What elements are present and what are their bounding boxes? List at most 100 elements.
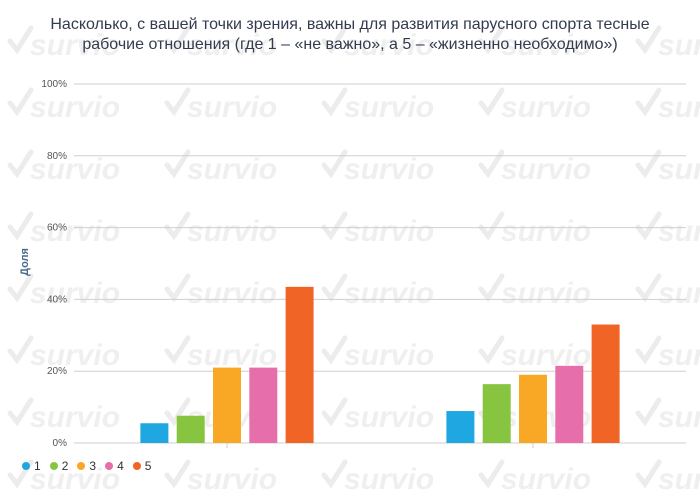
svg-text:survio: survio: [344, 339, 434, 372]
legend-label: 2: [61, 459, 69, 473]
svg-text:survio: survio: [30, 215, 120, 248]
watermark-mark: survio: [7, 87, 120, 124]
watermark-mark: survio: [321, 273, 434, 310]
svg-text:survio: survio: [501, 91, 591, 124]
watermark-mark: survio: [635, 459, 700, 496]
bar[interactable]: [140, 423, 169, 443]
svg-text:survio: survio: [30, 339, 120, 372]
svg-text:survio: survio: [501, 29, 591, 62]
bar[interactable]: [249, 367, 278, 443]
svg-text:survio: survio: [658, 339, 700, 372]
svg-text:survio: survio: [187, 91, 277, 124]
legend-marker: [22, 462, 30, 470]
watermark-mark: survio: [7, 273, 120, 310]
svg-text:survio: survio: [30, 153, 120, 186]
watermark-mark: survio: [164, 87, 277, 124]
legend-item[interactable]: 4: [105, 459, 124, 473]
y-tick-label: 40%: [47, 294, 67, 305]
watermark-mark: survio: [635, 149, 700, 186]
svg-text:survio: survio: [658, 401, 700, 434]
svg-text:survio: survio: [30, 463, 120, 496]
legend-marker: [105, 462, 114, 470]
svg-text:survio: survio: [658, 29, 700, 62]
svg-text:survio: survio: [187, 215, 277, 248]
svg-text:survio: survio: [187, 339, 277, 372]
legend-label: 4: [117, 459, 124, 473]
bar[interactable]: [213, 367, 241, 443]
bar[interactable]: [176, 415, 205, 443]
watermark-mark: survio: [164, 211, 277, 248]
legend-label: 3: [89, 459, 97, 473]
svg-text:survio: survio: [501, 463, 591, 496]
svg-text:survio: survio: [187, 277, 277, 310]
watermark-mark: survio: [478, 25, 591, 62]
watermark-mark: survio: [478, 211, 591, 248]
watermark-mark: survio: [7, 335, 120, 372]
watermark-mark: survio: [635, 273, 700, 310]
svg-text:survio: survio: [187, 29, 277, 62]
svg-text:survio: survio: [658, 153, 700, 186]
watermark-mark: survio: [321, 87, 434, 124]
watermark-mark: survio: [478, 149, 591, 186]
watermark-mark: survio: [164, 335, 277, 372]
bar[interactable]: [519, 374, 547, 443]
svg-text:survio: survio: [658, 277, 700, 310]
svg-text:survio: survio: [187, 463, 277, 496]
legend-item[interactable]: 1: [22, 459, 41, 473]
watermark-mark: survio: [635, 211, 700, 248]
watermark-mark: survio: [164, 273, 277, 310]
legend: 1 2 3 4 5: [22, 459, 151, 473]
legend-marker: [49, 462, 58, 470]
svg-text:survio: survio: [501, 153, 591, 186]
svg-text:survio: survio: [658, 91, 700, 124]
watermark-mark: survio: [321, 335, 434, 372]
watermark-mark: survio: [7, 149, 120, 186]
bar[interactable]: [591, 324, 620, 443]
svg-text:survio: survio: [30, 91, 120, 124]
watermark-mark: survio: [164, 149, 277, 186]
y-tick-label: 80%: [47, 151, 67, 162]
legend-label: 5: [144, 459, 152, 473]
svg-text:survio: survio: [501, 277, 591, 310]
watermark-mark: survio: [635, 335, 700, 372]
watermark-mark: survio: [635, 397, 700, 434]
bar[interactable]: [482, 384, 511, 443]
svg-text:survio: survio: [30, 401, 120, 434]
y-tick-label: 100%: [41, 79, 67, 90]
bar[interactable]: [285, 286, 314, 443]
watermark-mark: survio: [164, 25, 277, 62]
legend-item[interactable]: 2: [49, 459, 69, 473]
y-tick-label: 0%: [53, 438, 68, 449]
watermark-mark: survio: [478, 273, 591, 310]
svg-text:survio: survio: [501, 215, 591, 248]
watermark-mark: survio: [321, 397, 434, 434]
watermark-mark: survio: [7, 211, 120, 248]
watermark-mark: survio: [7, 397, 120, 434]
svg-text:survio: survio: [344, 91, 434, 124]
watermark-mark: survio: [321, 25, 434, 62]
svg-text:survio: survio: [30, 277, 120, 310]
svg-text:survio: survio: [658, 215, 700, 248]
svg-text:survio: survio: [344, 29, 434, 62]
svg-text:survio: survio: [344, 463, 434, 496]
watermark-mark: survio: [7, 25, 120, 62]
y-axis-label: Доля: [19, 248, 31, 276]
svg-text:survio: survio: [30, 29, 120, 62]
watermark-mark: survio: [478, 87, 591, 124]
watermark-mark: survio: [164, 459, 277, 496]
y-tick-label: 60%: [47, 223, 67, 234]
svg-text:survio: survio: [344, 401, 434, 434]
svg-text:survio: survio: [344, 215, 434, 248]
legend-marker: [77, 462, 86, 470]
watermark-mark: survio: [478, 459, 591, 496]
svg-text:survio: survio: [344, 153, 434, 186]
watermark-mark: survio: [321, 211, 434, 248]
bar[interactable]: [446, 411, 475, 443]
legend-label: 1: [34, 459, 41, 473]
bar[interactable]: [555, 365, 584, 443]
legend-item[interactable]: 3: [77, 459, 96, 473]
watermark-mark: survio: [321, 149, 434, 186]
watermark-mark: survio: [321, 459, 434, 496]
legend-item[interactable]: 5: [132, 459, 152, 473]
